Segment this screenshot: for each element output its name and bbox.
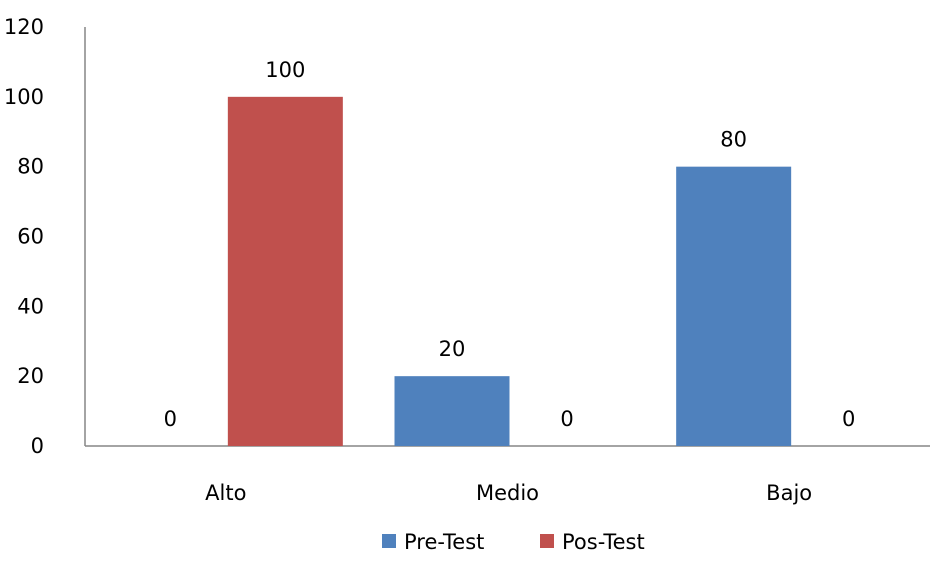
y-tick-label: 100	[4, 85, 44, 109]
legend: Pre-Test Pos-Test	[382, 530, 645, 554]
y-tick-label: 60	[17, 225, 44, 249]
x-category-label: Medio	[476, 481, 539, 505]
y-tick-label: 20	[17, 364, 44, 388]
data-label: 0	[164, 407, 177, 431]
legend-label: Pos-Test	[562, 530, 645, 554]
data-label: 0	[560, 407, 573, 431]
bar-pre-test-bajo	[676, 166, 792, 446]
bar-pos-test-alto	[227, 96, 343, 446]
data-label: 100	[265, 58, 305, 82]
legend-swatch	[382, 534, 396, 548]
x-axis: Alto Medio Bajo	[85, 445, 930, 505]
y-axis: 0 20 40 60 80 100 120	[4, 15, 86, 458]
y-tick-label: 120	[4, 15, 44, 39]
y-tick-label: 40	[17, 294, 44, 318]
data-label: 0	[842, 407, 855, 431]
bar-pre-test-medio	[394, 376, 510, 446]
y-tick-label: 80	[17, 155, 44, 179]
x-category-label: Alto	[205, 481, 246, 505]
data-label: 20	[439, 337, 466, 361]
data-label: 80	[720, 128, 747, 152]
y-tick-label: 0	[31, 434, 44, 458]
x-category-label: Bajo	[766, 481, 812, 505]
legend-label: Pre-Test	[404, 530, 484, 554]
legend-swatch	[540, 534, 554, 548]
